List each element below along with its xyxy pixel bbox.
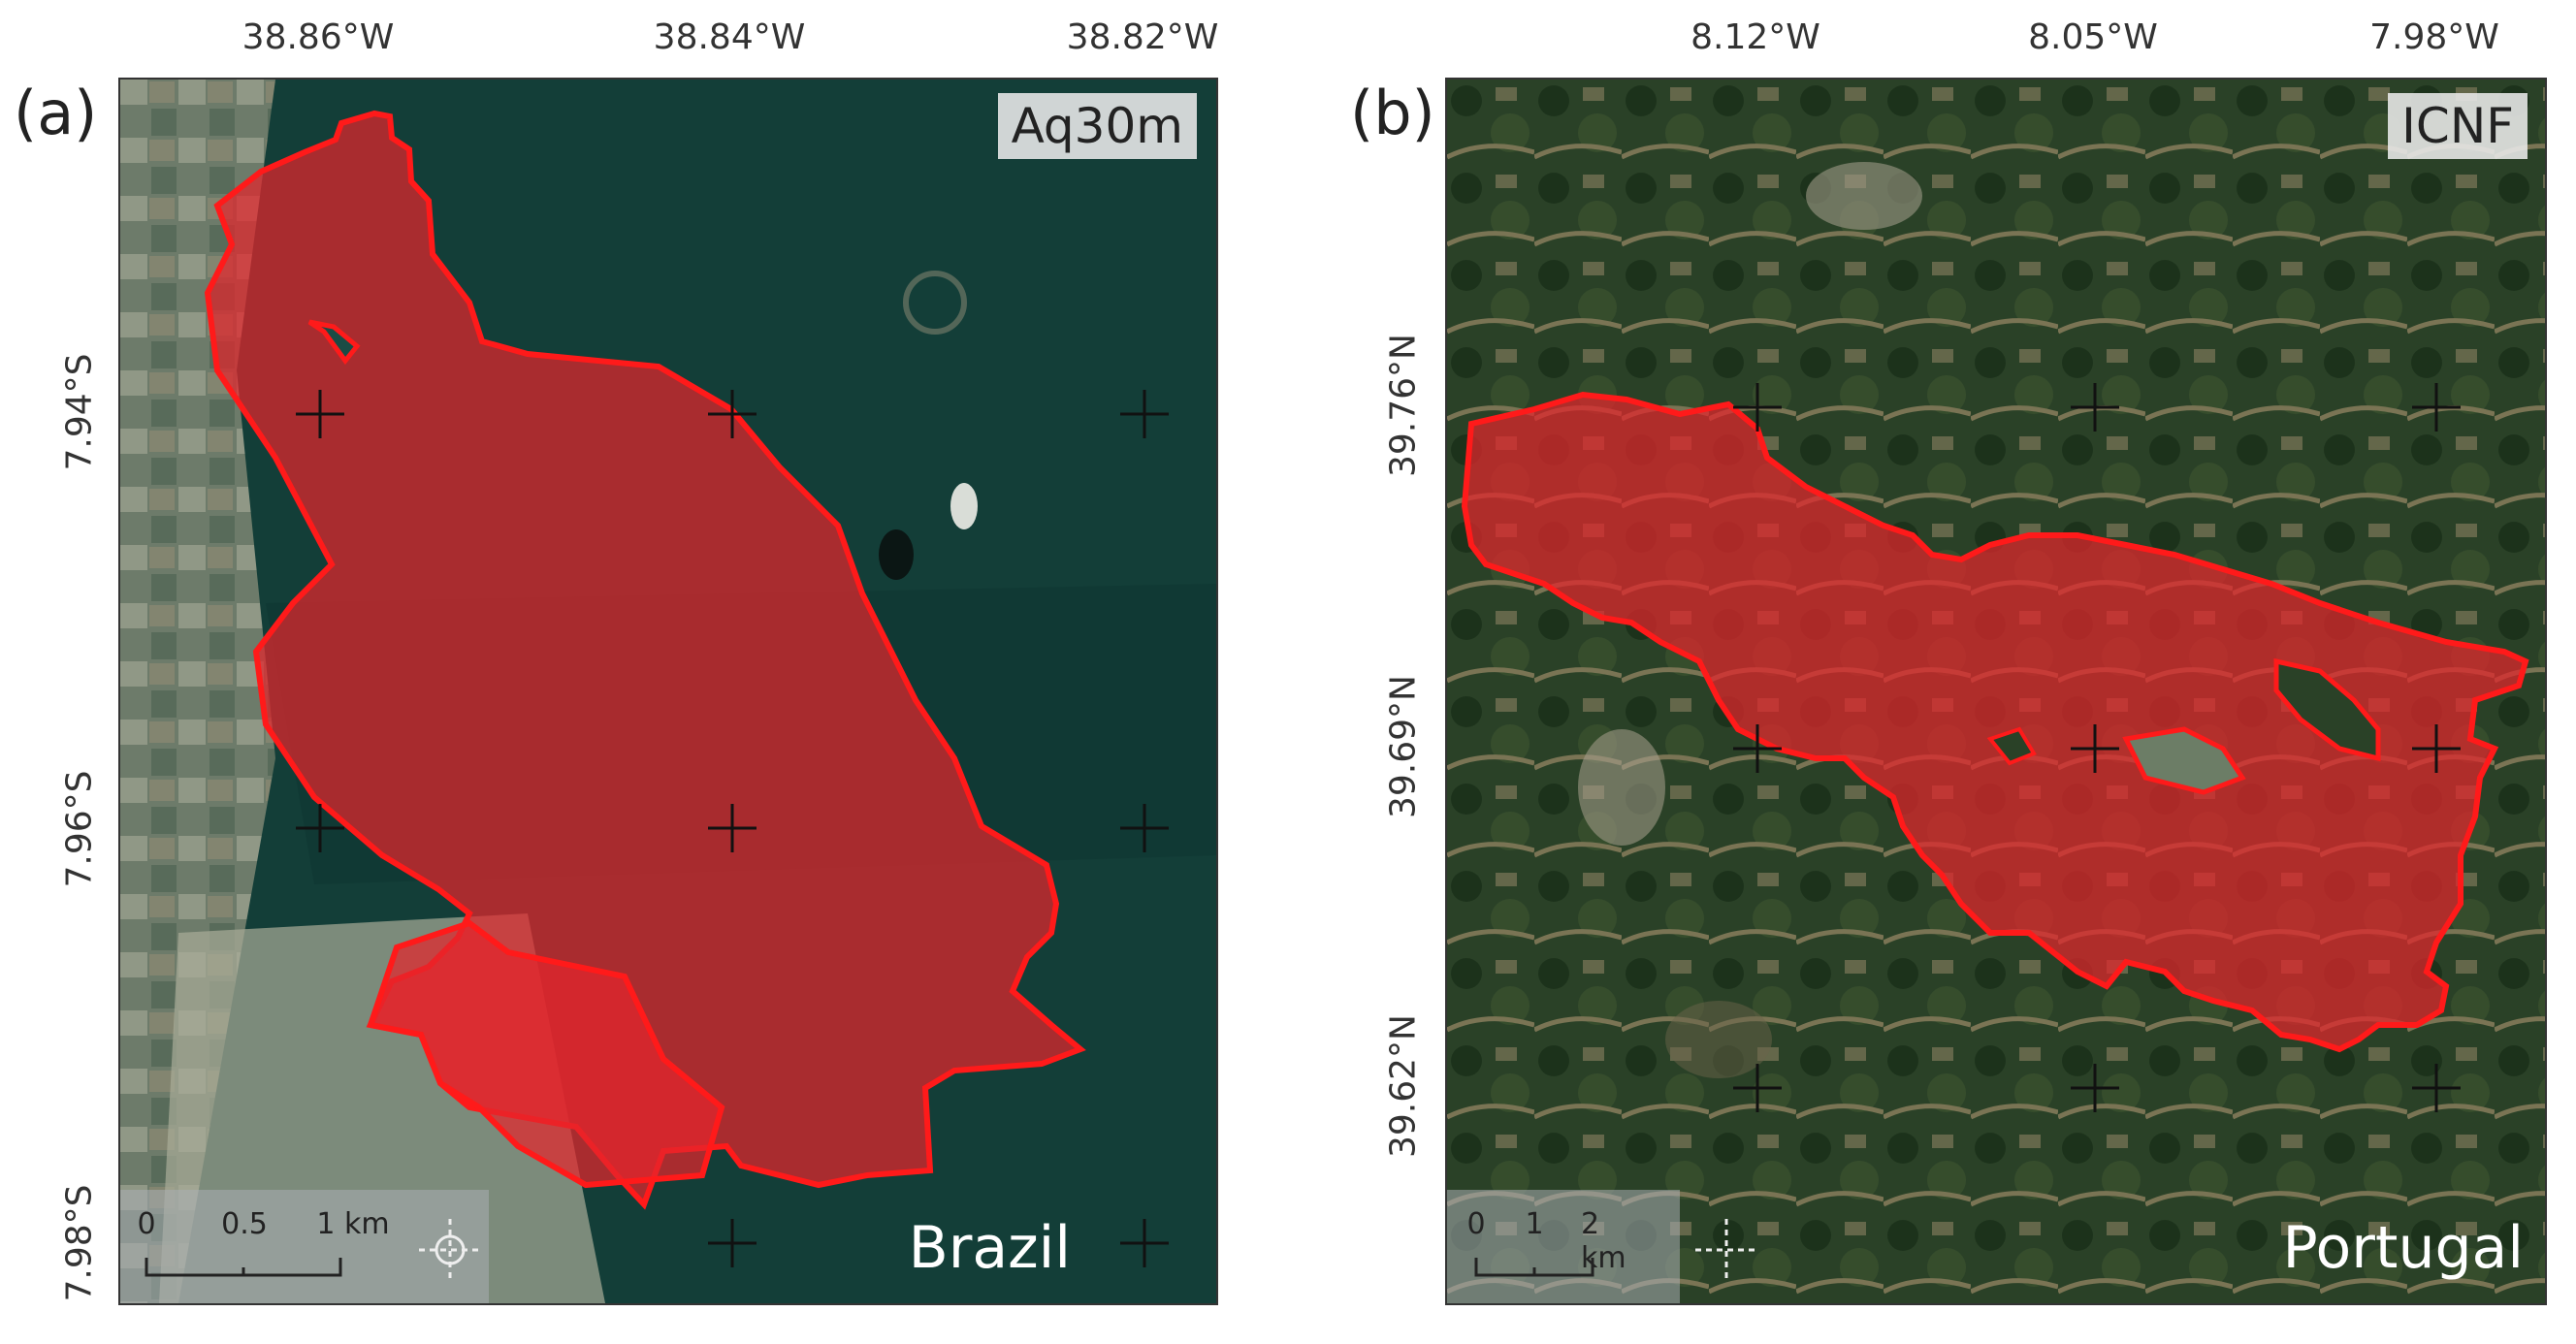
lat-tick-b-1: 39.76°N xyxy=(1383,334,1424,477)
scale-label-a-2: 1 km xyxy=(316,1207,390,1241)
map-brazil: Aq30m Brazil 0 0.5 1 km xyxy=(118,78,1218,1305)
scale-bar-a: 0 0.5 1 km xyxy=(120,1190,489,1303)
scale-bar-b: 0 1 2 km xyxy=(1447,1190,1680,1303)
graticule-brazil xyxy=(296,390,1169,1267)
panel-label-b: (b) xyxy=(1350,78,1435,148)
satellite-image-brazil xyxy=(120,80,1216,1303)
lon-tick-a-1: 38.86°W xyxy=(242,17,395,57)
lon-tick-a-3: 38.82°W xyxy=(1066,17,1219,57)
lat-tick-a-1: 7.94°S xyxy=(59,353,100,471)
scale-bar-graphic-a xyxy=(145,1219,481,1281)
graticule-portugal xyxy=(1733,383,2461,1112)
lat-tick-a-3: 7.98°S xyxy=(59,1184,100,1302)
scale-label-a-1: 0.5 xyxy=(221,1207,268,1241)
scale-label-b-2: 2 km xyxy=(1581,1207,1626,1275)
scale-label-b-0: 0 xyxy=(1466,1207,1486,1241)
burned-area-portugal xyxy=(1461,391,2529,1053)
unburned-patch-portugal-2 xyxy=(2122,726,2246,795)
lon-tick-b-1: 8.12°W xyxy=(1690,17,1820,57)
country-label-portugal: Portugal xyxy=(2282,1214,2525,1282)
lat-tick-b-2: 39.69°N xyxy=(1383,675,1424,818)
burned-area-brazil xyxy=(204,110,1086,1210)
unburned-patch-brazil xyxy=(307,319,361,366)
scale-bar-graphic-b xyxy=(1474,1219,1757,1281)
scale-label-a-0: 0 xyxy=(137,1207,156,1241)
lat-tick-b-3: 39.62°N xyxy=(1383,1014,1424,1158)
data-source-tag-a: Aq30m xyxy=(997,93,1197,159)
data-source-tag-b: ICNF xyxy=(2388,93,2528,159)
unburned-patch-portugal-3 xyxy=(1986,726,2037,766)
unburned-patch-portugal-1 xyxy=(2273,657,2381,762)
scale-label-b-1: 1 xyxy=(1525,1207,1544,1241)
lon-tick-b-3: 7.98°W xyxy=(2369,17,2499,57)
burned-area-brazil-south xyxy=(367,919,725,1189)
lon-tick-a-2: 38.84°W xyxy=(653,17,806,57)
panel-label-a: (a) xyxy=(14,78,98,148)
lon-tick-b-2: 8.05°W xyxy=(2028,17,2158,57)
lat-tick-a-2: 7.96°S xyxy=(59,770,100,888)
satellite-image-portugal xyxy=(1447,80,2545,1303)
map-portugal: ICNF Portugal 0 1 2 km xyxy=(1445,78,2547,1305)
country-label-brazil: Brazil xyxy=(908,1214,1071,1282)
